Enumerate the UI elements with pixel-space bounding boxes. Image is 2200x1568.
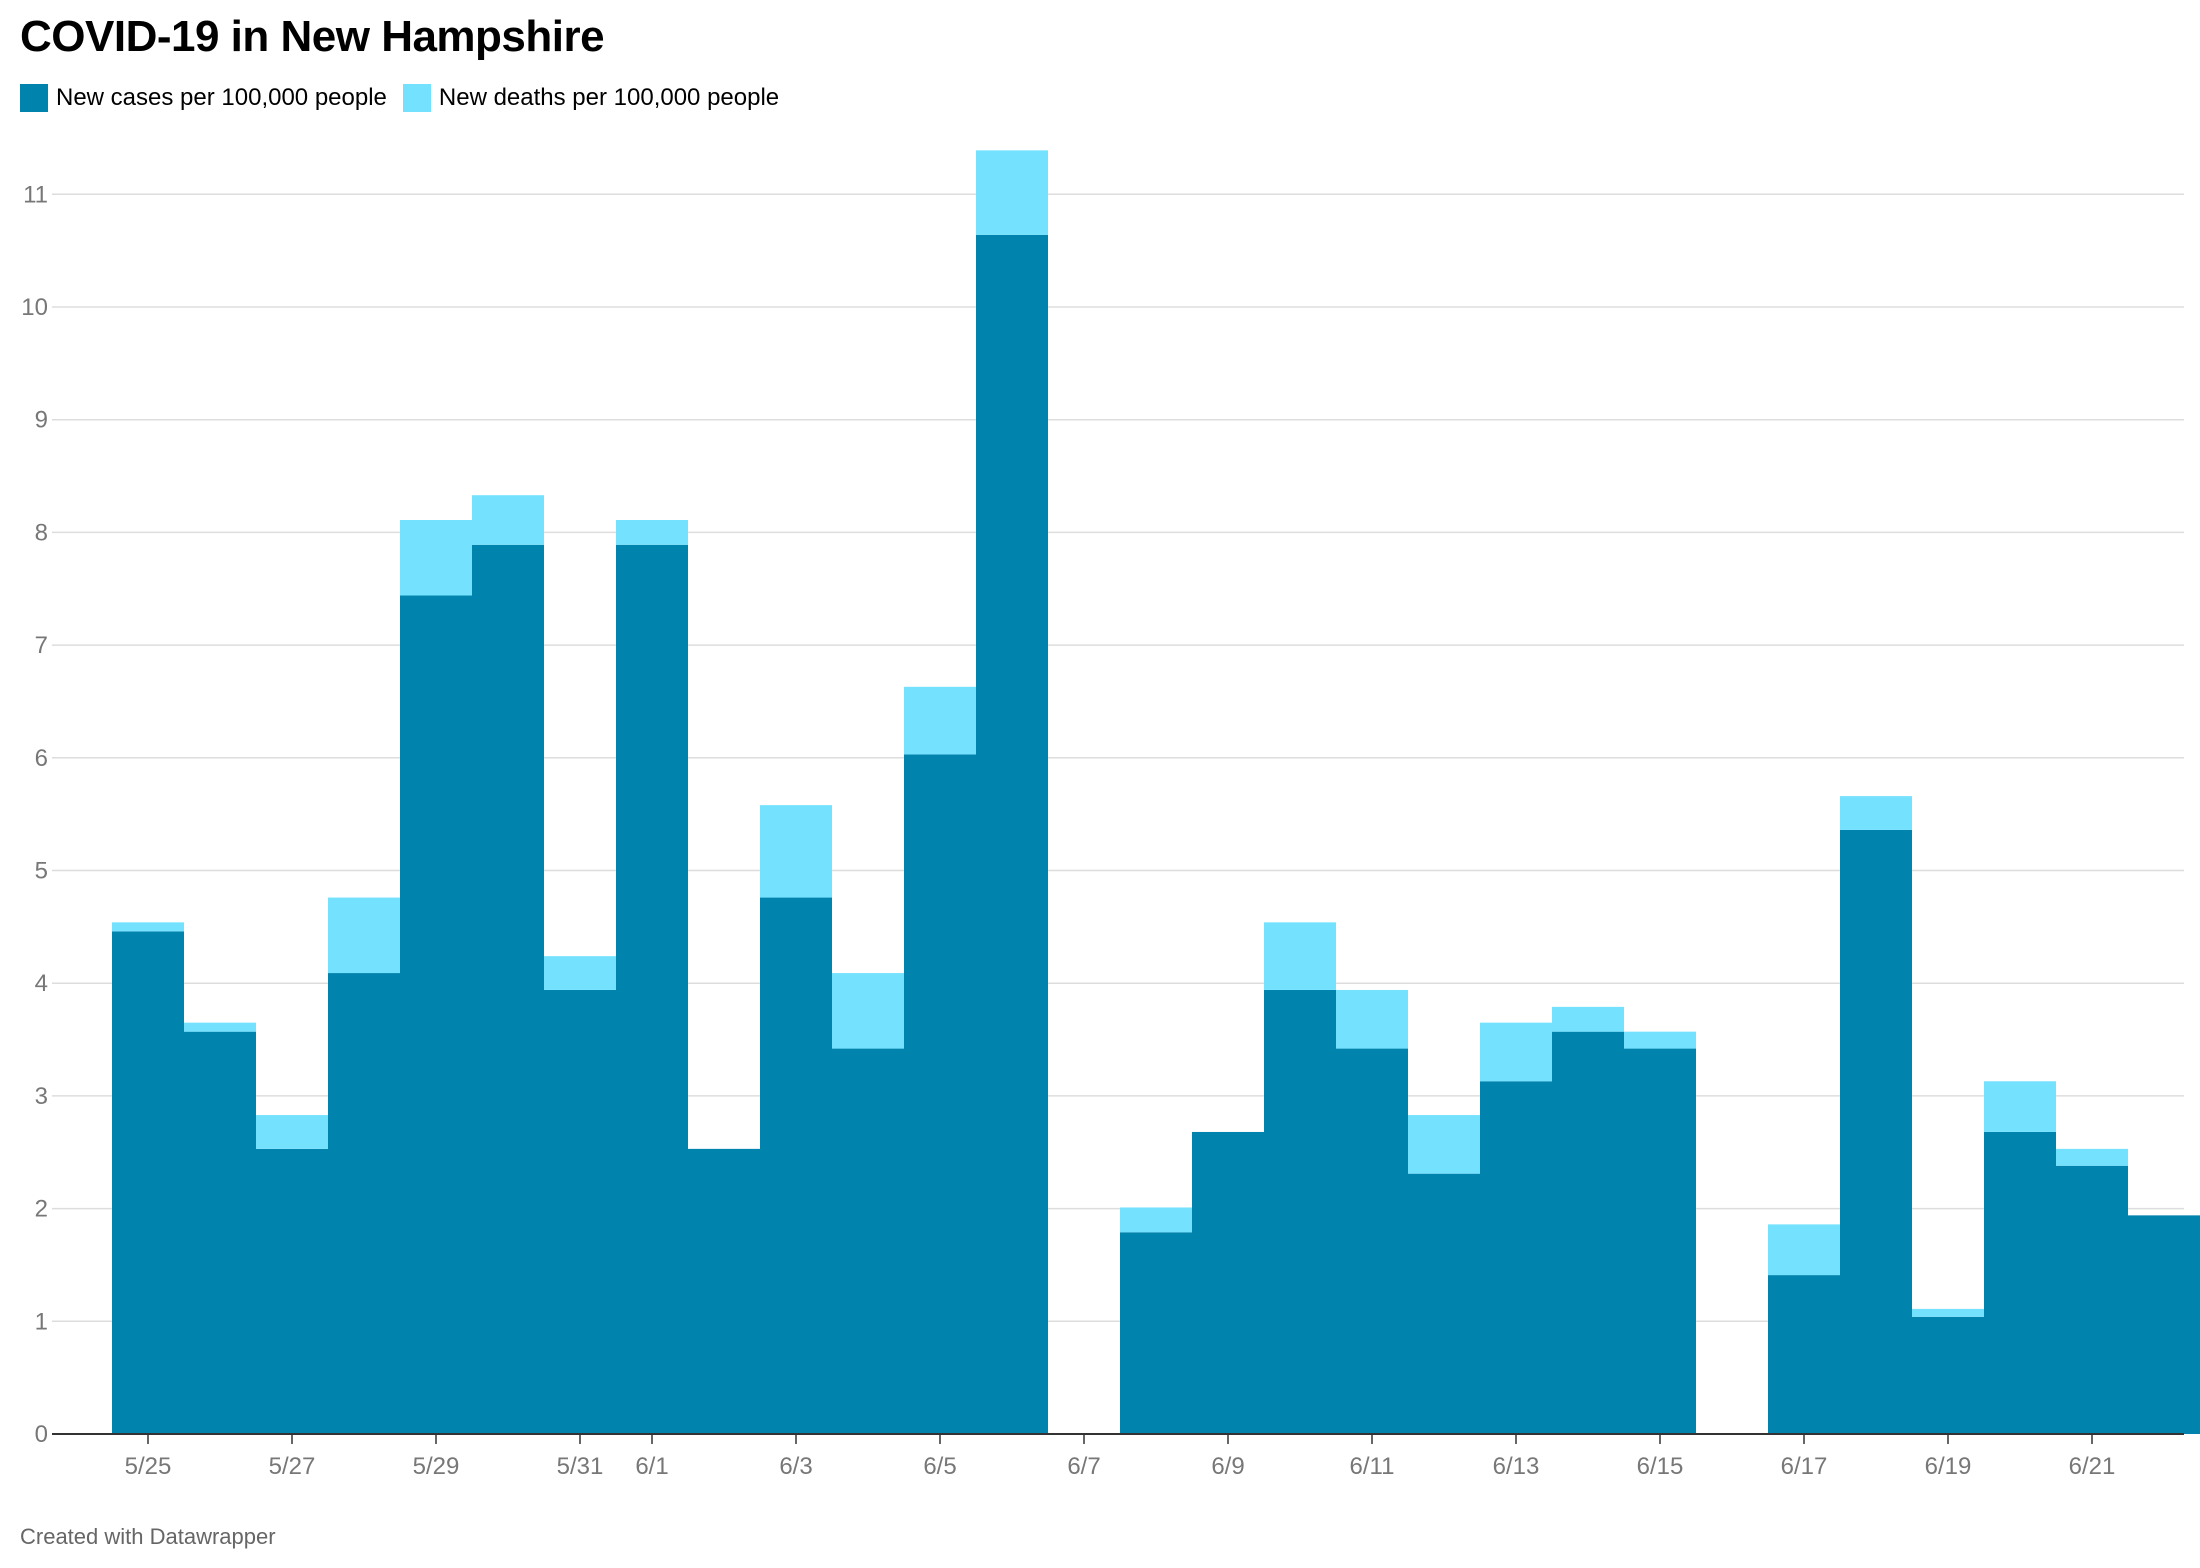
bar-deaths — [328, 897, 400, 974]
credit-footer: Created with Datawrapper — [20, 1524, 276, 1549]
x-tick-label: 6/9 — [1211, 1453, 1244, 1480]
x-tick-label: 5/25 — [125, 1453, 172, 1480]
chart-title: COVID-19 in New Hampshire — [20, 12, 605, 61]
x-axis: 5/25 5/27 5/29 5/31 6/1 6/3 6/5 6/7 6/9 6/11 6/13 6… — [52, 1433, 2184, 1480]
bar-cases — [2056, 1165, 2128, 1434]
y-axis-labels: 0 1 2 3 4 5 6 7 8 9 10 11 — [21, 181, 48, 1448]
bar-deaths — [1552, 1006, 1624, 1032]
bar-deaths — [2056, 1148, 2128, 1166]
bar-deaths — [1624, 1031, 1696, 1049]
bar-cases — [112, 931, 184, 1434]
bar-cases — [1912, 1316, 1984, 1434]
bar-cases — [976, 234, 1048, 1435]
bar-deaths — [184, 1022, 256, 1032]
x-tick-label: 5/27 — [269, 1453, 316, 1480]
bar-deaths — [904, 686, 976, 755]
legend-item-deaths: New deaths per 100,000 people — [402, 84, 780, 112]
bar-deaths — [400, 520, 472, 596]
y-tick-label: 2 — [35, 1196, 48, 1223]
x-tick-label: 5/29 — [413, 1453, 460, 1480]
bar-cases — [1336, 1048, 1408, 1434]
legend-label-cases: New cases per 100,000 people — [56, 84, 387, 111]
bar-cases — [2128, 1215, 2200, 1434]
x-tick-label: 6/1 — [635, 1453, 668, 1480]
bar-cases — [256, 1148, 328, 1434]
bar-deaths — [1120, 1207, 1192, 1233]
x-tick-label: 6/19 — [1925, 1453, 1972, 1480]
y-tick-label: 11 — [23, 181, 48, 208]
bar-cases — [184, 1031, 256, 1434]
x-tick-label: 6/21 — [2069, 1453, 2116, 1480]
bar-deaths — [256, 1115, 328, 1149]
bar-deaths — [1912, 1308, 1984, 1317]
bar-deaths — [616, 520, 688, 545]
bar-cases — [1120, 1232, 1192, 1434]
legend-swatch-deaths — [402, 84, 431, 112]
bar-deaths — [544, 956, 616, 990]
bar-deaths — [1768, 1224, 1840, 1276]
x-tick-label: 6/13 — [1493, 1453, 1540, 1480]
bar-deaths — [1984, 1081, 2056, 1132]
bar-cases — [544, 989, 616, 1434]
bar-cases — [616, 544, 688, 1434]
bar-cases — [1552, 1031, 1624, 1434]
bar-cases — [400, 595, 472, 1434]
bar-cases — [1192, 1131, 1264, 1434]
y-tick-label: 5 — [35, 858, 48, 885]
x-tick-label: 6/17 — [1781, 1453, 1828, 1480]
legend-item-cases: New cases per 100,000 people — [20, 84, 387, 112]
bar-cases — [472, 544, 544, 1434]
x-tick-label: 6/3 — [779, 1453, 812, 1480]
bar-deaths — [112, 922, 184, 932]
bar-deaths — [1840, 796, 1912, 830]
bar-cases — [1480, 1081, 1552, 1434]
bar-cases — [1408, 1173, 1480, 1434]
y-tick-label: 6 — [35, 745, 48, 772]
bar-deaths — [472, 495, 544, 545]
bar-cases — [1768, 1275, 1840, 1434]
legend-label-deaths: New deaths per 100,000 people — [438, 84, 780, 111]
x-tick-label: 6/15 — [1637, 1453, 1684, 1480]
x-tick-label: 6/5 — [923, 1453, 956, 1480]
bar-cases — [1840, 829, 1912, 1434]
y-tick-label: 1 — [35, 1308, 48, 1335]
legend-swatch-cases — [20, 84, 48, 112]
bar-cases — [832, 1048, 904, 1434]
bar-cases — [328, 973, 400, 1434]
y-tick-label: 3 — [35, 1083, 48, 1110]
bar-deaths — [976, 150, 1048, 235]
y-tick-label: 7 — [35, 632, 48, 659]
bar-cases — [760, 897, 832, 1434]
bar-cases — [904, 754, 976, 1434]
bar-deaths — [1408, 1115, 1480, 1174]
y-tick-label: 8 — [35, 519, 48, 546]
y-tick-label: 10 — [21, 294, 48, 321]
bar-cases — [1264, 989, 1336, 1434]
bar-deaths — [1480, 1022, 1552, 1082]
x-tick-label: 5/31 — [557, 1453, 604, 1480]
bar-cases — [1624, 1048, 1696, 1434]
x-tick-label: 6/11 — [1350, 1453, 1395, 1480]
bar-cases — [1984, 1131, 2056, 1434]
bars — [112, 150, 2200, 1435]
y-tick-label: 0 — [35, 1421, 48, 1448]
y-tick-label: 9 — [35, 407, 48, 434]
bar-deaths — [832, 973, 904, 1049]
bar-deaths — [1336, 989, 1408, 1049]
y-tick-label: 4 — [35, 970, 48, 997]
x-tick-label: 6/7 — [1067, 1453, 1100, 1480]
bar-cases — [688, 1148, 760, 1434]
legend: New cases per 100,000 people New deaths … — [20, 84, 795, 112]
bar-deaths — [760, 805, 832, 898]
bar-deaths — [1264, 922, 1336, 990]
